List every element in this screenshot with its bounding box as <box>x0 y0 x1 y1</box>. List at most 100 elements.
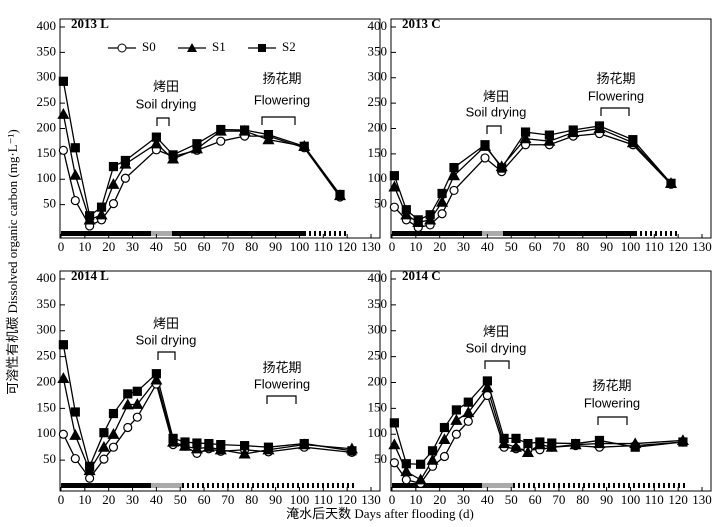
x-tick-label: 0 <box>389 239 396 254</box>
legend-label: S2 <box>282 39 296 54</box>
marker-square <box>58 340 68 350</box>
bracket <box>484 360 510 369</box>
marker-triangle <box>69 168 82 180</box>
marker-square <box>401 205 411 215</box>
y-tick-label: 50 <box>43 196 56 211</box>
marker-square <box>511 433 521 443</box>
annotation: Soil drying <box>136 332 197 347</box>
x-tick-label: 80 <box>576 239 589 254</box>
marker-square <box>192 139 202 149</box>
flooding-bar <box>61 231 151 236</box>
y-tick-label: 150 <box>368 145 388 160</box>
x-tick-label: 20 <box>433 239 446 254</box>
marker-triangle <box>462 406 475 418</box>
annotation: Soil drying <box>466 340 527 355</box>
marker-square <box>180 437 190 447</box>
x-tick-label: 10 <box>409 492 422 507</box>
x-tick-label: 90 <box>600 492 613 507</box>
marker-triangle <box>131 397 144 409</box>
annotation: Flowering <box>254 376 310 391</box>
marker-triangle <box>57 108 70 119</box>
marker-triangle <box>107 428 120 439</box>
x-tick-label: 60 <box>198 492 211 507</box>
annotation: Flowering <box>584 395 640 410</box>
bracket <box>597 416 628 425</box>
x-tick-label: 20 <box>102 492 115 507</box>
x-tick-label: 90 <box>269 239 282 254</box>
annotation: 烤田 <box>483 89 509 104</box>
marker-triangle <box>450 414 463 425</box>
marker-circle <box>216 136 226 146</box>
marker-circle <box>85 473 95 483</box>
x-tick-label: 130 <box>361 239 381 254</box>
panel-title: 2013 L <box>71 16 109 31</box>
y-tick-label: 300 <box>368 69 388 84</box>
marker-square <box>427 446 438 456</box>
x-tick-label: 40 <box>150 492 163 507</box>
x-tick-label: 10 <box>409 239 422 254</box>
marker-square <box>240 125 250 135</box>
marker-square <box>425 210 435 220</box>
marker-circle <box>401 475 411 485</box>
marker-square <box>523 438 533 449</box>
marker-square <box>58 76 68 86</box>
y-tick-label: 200 <box>37 373 57 388</box>
drying-bar <box>151 483 182 488</box>
marker-square <box>216 124 226 135</box>
marker-triangle <box>447 169 461 181</box>
x-tick-label: 30 <box>457 239 470 254</box>
marker-triangle <box>498 437 511 449</box>
bracket <box>600 107 630 116</box>
x-tick-label: 50 <box>505 239 518 254</box>
marker-square <box>347 446 357 456</box>
y-tick-label: 350 <box>368 296 388 311</box>
x-tick-label: 90 <box>600 239 613 254</box>
marker-square <box>449 162 459 173</box>
y-tick-label: 350 <box>37 43 57 58</box>
marker-triangle <box>400 465 413 477</box>
plot-frame <box>390 270 712 492</box>
y-tick-label: 150 <box>37 399 57 414</box>
marker-square <box>571 438 581 449</box>
y-tick-label: 150 <box>368 399 388 414</box>
annotation: 扬花期 <box>592 378 631 393</box>
y-tick-label: 200 <box>368 119 388 134</box>
marker-square <box>463 397 473 407</box>
x-tick-label: 10 <box>78 239 91 254</box>
series-line <box>62 135 341 227</box>
marker-square <box>263 129 274 140</box>
x-tick-label: 50 <box>505 492 518 507</box>
x-tick-label: 10 <box>78 492 91 507</box>
marker-square <box>120 155 130 166</box>
x-tick-label: 130 <box>361 492 381 507</box>
y-tick-label: 250 <box>368 94 388 109</box>
y-tick-label: 400 <box>368 270 388 285</box>
x-tick-label: 100 <box>290 492 310 507</box>
marker-triangle <box>436 195 449 207</box>
marker-circle <box>463 416 473 426</box>
marker-triangle <box>521 446 534 457</box>
marker-square <box>389 418 399 428</box>
x-tick-label: 80 <box>245 239 258 254</box>
marker-square <box>204 438 214 449</box>
marker-triangle <box>214 443 227 455</box>
bracket <box>486 125 502 134</box>
marker-square <box>678 437 688 447</box>
x-tick-label: 30 <box>126 239 139 254</box>
annotation: 烤田 <box>153 316 179 331</box>
period-bars <box>61 231 686 488</box>
y-axis-label: 可溶性有机碳 Dissolved organic carbon (mg·L⁻¹) <box>5 129 20 394</box>
marker-square <box>451 405 461 415</box>
marker-square <box>497 163 507 173</box>
x-tick-label: 20 <box>102 239 115 254</box>
x-tick-label: 80 <box>576 492 589 507</box>
y-tick-label: 50 <box>374 196 387 211</box>
marker-square <box>335 189 345 200</box>
marker-square <box>96 202 107 212</box>
y-tick-label: 50 <box>374 451 387 466</box>
annotation: Soil drying <box>466 104 527 119</box>
marker-square <box>240 441 250 451</box>
panel-title: 2013 C <box>402 16 441 31</box>
x-tick-label: 120 <box>668 239 688 254</box>
